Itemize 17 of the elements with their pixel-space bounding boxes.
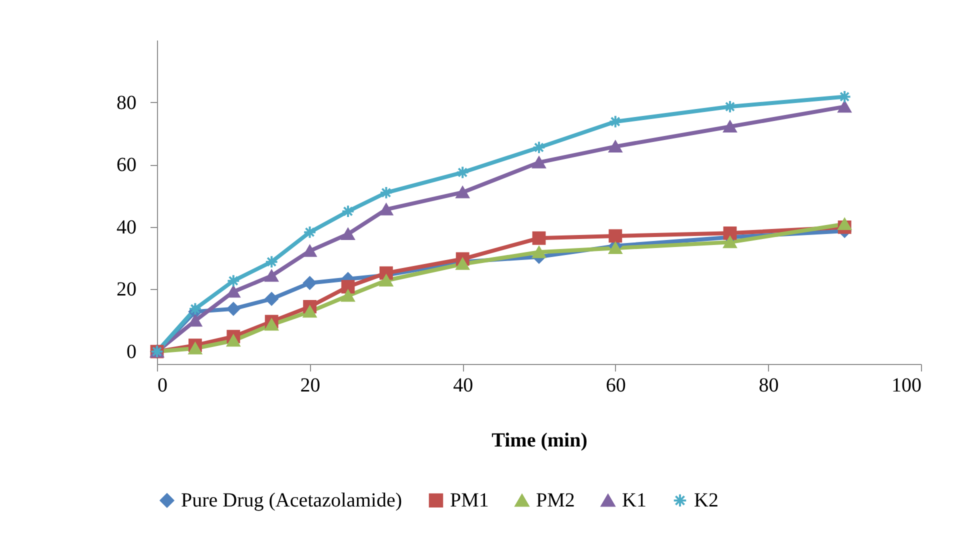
x-axis-title: Time (min) <box>492 430 588 452</box>
x-tick-label: 80 <box>758 374 779 396</box>
legend-label: K2 <box>694 489 718 512</box>
x-tick-label: 40 <box>453 374 474 396</box>
y-tick-label: 20 <box>116 278 136 301</box>
y-tick-label: 80 <box>116 92 136 114</box>
y-tick-label: 0 <box>126 341 136 364</box>
y-tick-label: 40 <box>116 216 136 238</box>
x-tick-label: 100 <box>892 374 922 396</box>
y-tick-label: 60 <box>116 154 136 176</box>
legend-label: PM2 <box>536 490 575 512</box>
x-tick-label: 60 <box>606 374 626 396</box>
x-tick-label: 20 <box>300 374 320 396</box>
legend-label: PM1 <box>450 489 489 512</box>
legend-label: Pure Drug (Acetazolamide) <box>181 489 402 512</box>
legend-label: K1 <box>622 490 646 512</box>
x-tick-label: 0 <box>158 374 168 396</box>
